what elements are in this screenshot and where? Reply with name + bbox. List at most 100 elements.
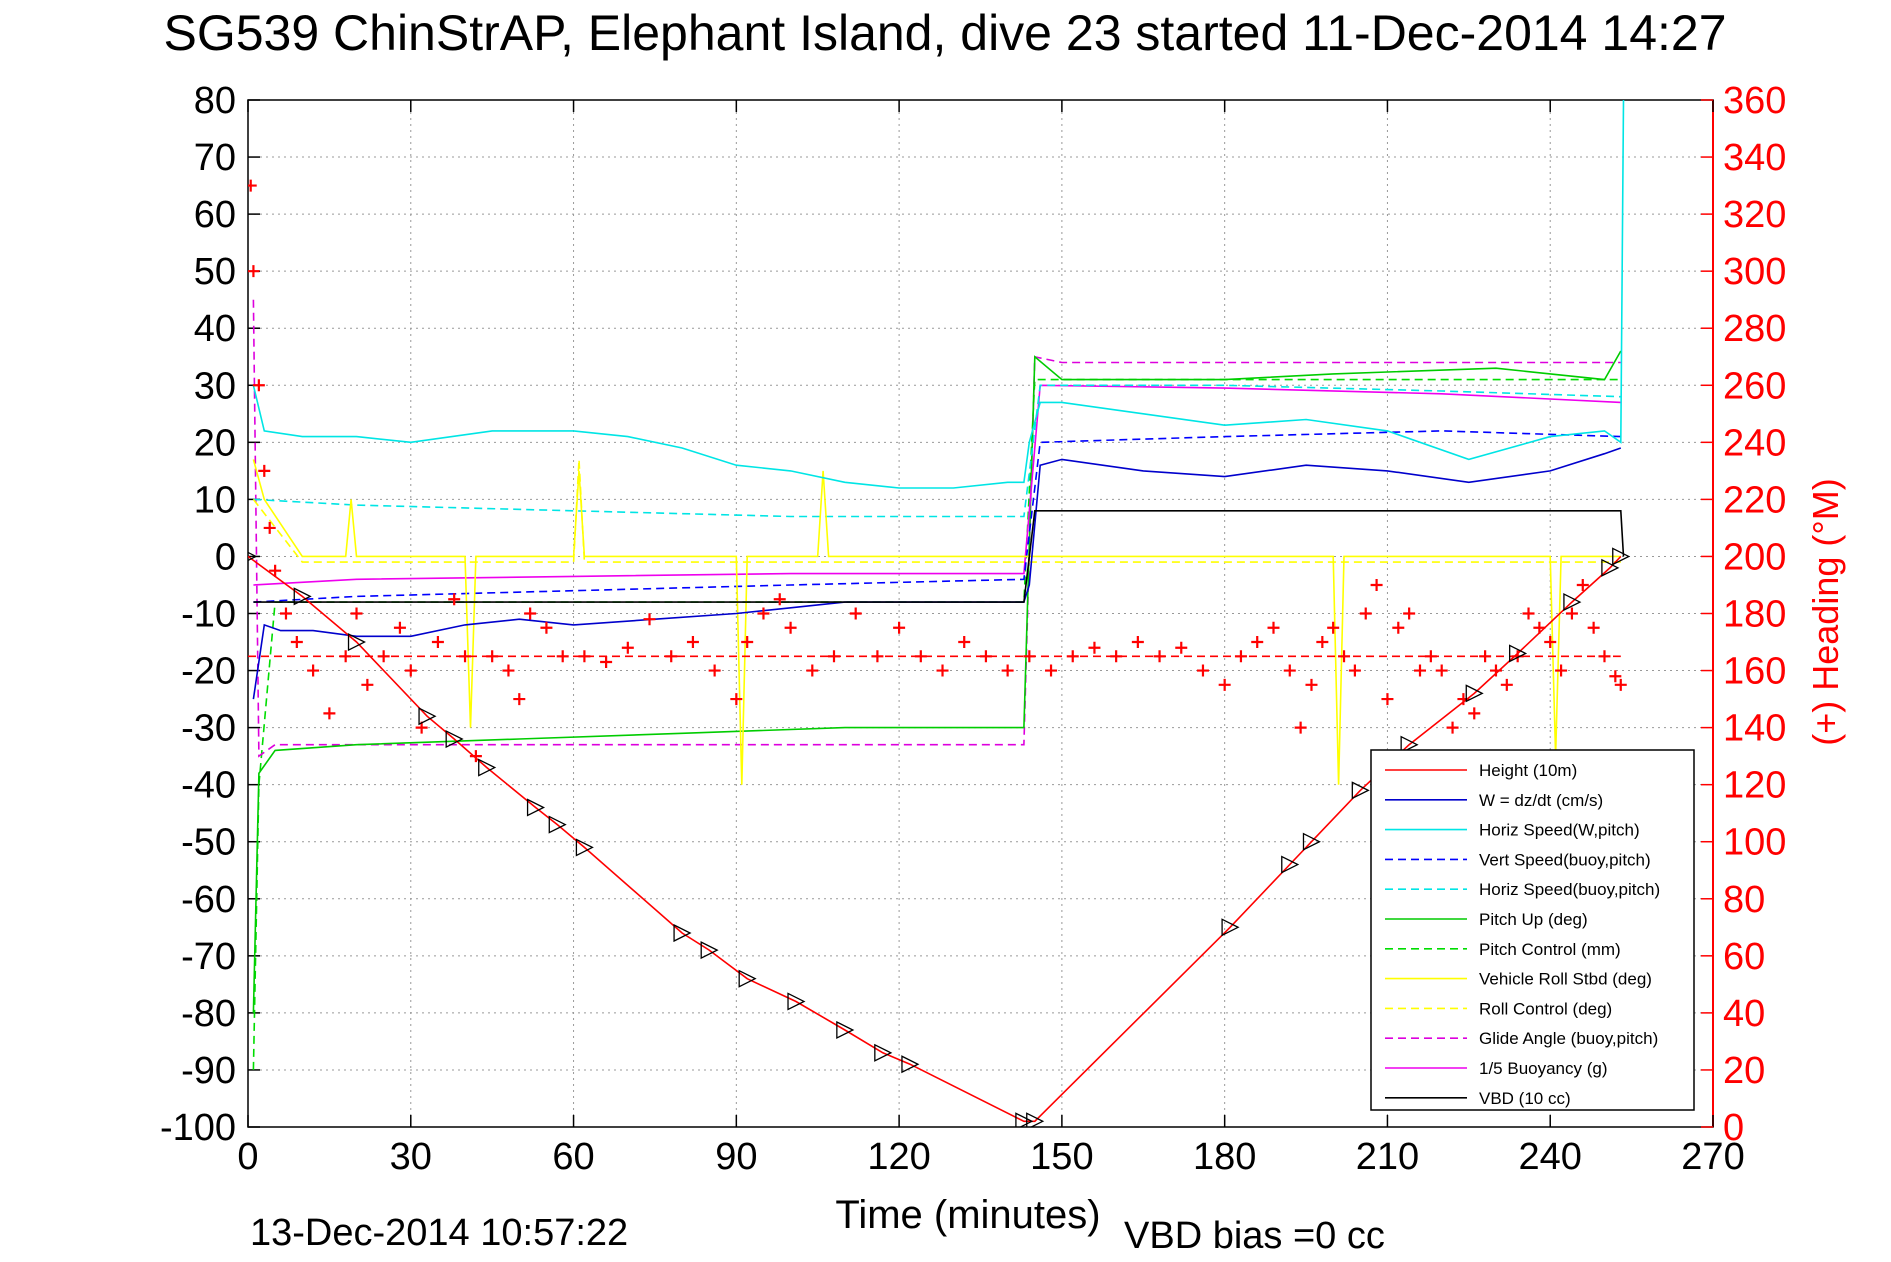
y-tick-label: 0 xyxy=(215,536,236,578)
heading-marker xyxy=(448,593,461,606)
height-marker xyxy=(575,838,594,857)
heading-marker xyxy=(307,664,320,677)
legend-item-horiz_speed_model: Horiz Speed(buoy,pitch) xyxy=(1385,880,1660,899)
heading-marker xyxy=(1327,621,1340,634)
y-tick-label-right: 60 xyxy=(1723,936,1765,978)
heading-marker xyxy=(502,664,515,677)
heading-marker xyxy=(600,655,613,668)
heading-marker xyxy=(1359,607,1372,620)
heading-marker xyxy=(1522,607,1535,620)
heading-marker xyxy=(1576,578,1589,591)
footer-vbd-bias: VBD bias =0 cc xyxy=(1124,1215,1385,1257)
heading-marker xyxy=(1283,664,1296,677)
legend-item-pitch_up: Pitch Up (deg) xyxy=(1385,910,1588,929)
y-tick-label: -40 xyxy=(181,765,236,807)
heading-marker xyxy=(1370,578,1383,591)
chart-title: SG539 ChinStrAP, Elephant Island, dive 2… xyxy=(163,5,1726,61)
heading-marker xyxy=(431,636,444,649)
legend-label: VBD (10 cc) xyxy=(1479,1089,1571,1108)
heading-marker xyxy=(1251,636,1264,649)
heading-marker xyxy=(1598,650,1611,663)
legend-item-pitch_control: Pitch Control (mm) xyxy=(1385,940,1621,959)
legend-label: Pitch Up (deg) xyxy=(1479,910,1588,929)
heading-marker xyxy=(339,650,352,663)
heading-marker xyxy=(1305,678,1318,691)
heading-marker xyxy=(1392,621,1405,634)
heading-marker xyxy=(350,607,363,620)
heading-marker xyxy=(1446,721,1459,734)
heading-marker xyxy=(258,464,271,477)
y-tick-label: 70 xyxy=(194,137,236,179)
series-vehicle_roll xyxy=(252,459,1621,785)
height-marker xyxy=(1302,832,1321,851)
y-tick-label-right: 20 xyxy=(1723,1050,1765,1092)
heading-marker xyxy=(404,664,417,677)
heading-marker xyxy=(1468,707,1481,720)
legend-item-height: Height (10m) xyxy=(1385,761,1577,780)
heading-marker xyxy=(323,707,336,720)
height-marker xyxy=(1612,547,1631,566)
heading-marker xyxy=(1316,636,1329,649)
legend-item-horiz_speed: Horiz Speed(W,pitch) xyxy=(1385,821,1640,840)
heading-marker xyxy=(393,621,406,634)
heading-marker xyxy=(556,650,569,663)
heading-marker xyxy=(730,693,743,706)
heading-marker xyxy=(290,636,303,649)
heading-marker xyxy=(1218,678,1231,691)
height-marker xyxy=(1281,855,1300,874)
y-tick-label-right: 340 xyxy=(1723,137,1786,179)
series-pitch_up xyxy=(252,350,1622,1013)
legend-label: 1/5 Buoyancy (g) xyxy=(1479,1059,1608,1078)
y-tick-label: -100 xyxy=(160,1107,236,1149)
heading-marker xyxy=(1110,650,1123,663)
y-tick-label: -10 xyxy=(181,594,236,636)
y-tick-label: -80 xyxy=(181,993,236,1035)
y-tick-label-right: 80 xyxy=(1723,879,1765,921)
y-tick-label: -90 xyxy=(181,1050,236,1092)
heading-marker xyxy=(643,613,656,626)
y-tick-label-right: 220 xyxy=(1723,479,1786,521)
x-tick-label: 30 xyxy=(390,1136,432,1178)
y-tick-label: 20 xyxy=(194,422,236,464)
series-height xyxy=(248,547,1631,1127)
legend-item-vehicle_roll: Vehicle Roll Stbd (deg) xyxy=(1385,970,1652,989)
x-tick-label: 120 xyxy=(867,1136,930,1178)
heading-marker xyxy=(708,664,721,677)
y-tick-label-right: 360 xyxy=(1723,80,1786,122)
heading-marker xyxy=(1023,650,1036,663)
y-tick-label: 60 xyxy=(194,194,236,236)
x-tick-label: 240 xyxy=(1519,1136,1582,1178)
legend: Height (10m) W = dz/dt (cm/s) Horiz Speed(… xyxy=(1370,749,1695,1111)
height-marker xyxy=(673,923,692,943)
x-tick-label: 180 xyxy=(1193,1136,1256,1178)
heading-marker xyxy=(621,641,634,654)
heading-marker xyxy=(377,650,390,663)
height-marker xyxy=(526,798,546,817)
series-vbd xyxy=(253,510,1625,603)
heading-marker xyxy=(1555,664,1568,677)
legend-entries: Height (10m) W = dz/dt (cm/s) Horiz Speed(… xyxy=(1385,761,1660,1108)
height-marker xyxy=(901,1055,920,1074)
x-axis-label: Time (minutes) xyxy=(835,1193,1100,1237)
x-tick-label: 150 xyxy=(1030,1136,1093,1178)
y-tick-label-right: 120 xyxy=(1723,765,1786,807)
x-tick-label: 0 xyxy=(237,1136,258,1178)
height-marker xyxy=(1351,781,1370,800)
series-line-horiz_speed_model xyxy=(253,384,1621,518)
y-tick-label: 40 xyxy=(194,308,236,350)
heading-marker xyxy=(958,636,971,649)
height-marker xyxy=(548,815,567,834)
heading-marker xyxy=(248,265,260,278)
legend-label: Height (10m) xyxy=(1479,761,1577,780)
legend-label: Vert Speed(buoy,pitch) xyxy=(1479,850,1651,869)
height-marker xyxy=(1400,735,1419,754)
heading-marker xyxy=(1414,664,1426,677)
heading-marker xyxy=(459,650,472,663)
y-tick-label: 30 xyxy=(194,365,236,407)
heading-marker xyxy=(806,664,819,677)
height-marker xyxy=(1015,1112,1034,1127)
y-axis-label-right: (+) Heading (°M) xyxy=(1805,478,1846,745)
y-tick-label: -60 xyxy=(181,879,236,921)
legend-item-vbd: VBD (10 cc) xyxy=(1385,1089,1571,1108)
